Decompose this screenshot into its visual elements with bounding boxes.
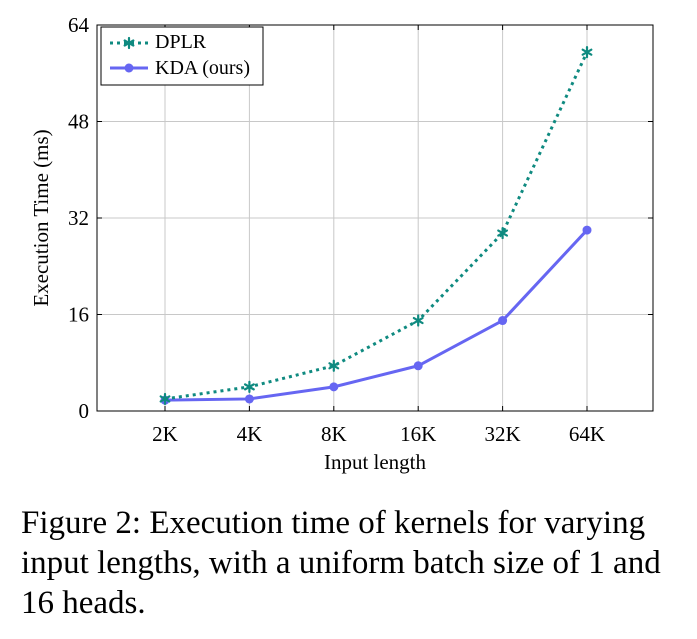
x-axis-ticks: 2K 4K 8K 16K 32K 64K	[152, 25, 605, 446]
legend-swatch-dplr	[110, 36, 148, 50]
data-point-dplr	[581, 46, 593, 59]
data-point-kda	[329, 382, 339, 392]
execution-time-chart: 0 16 32 48 64 2K 4K 8K 16K 32K 64K Input length E…	[29, 13, 654, 474]
data-point-dplr	[328, 359, 340, 372]
data-point-kda	[413, 361, 423, 371]
x-tick-label: 8K	[321, 422, 347, 446]
data-point-kda	[244, 394, 254, 404]
series-dplr	[159, 46, 593, 406]
y-tick-label: 64	[68, 13, 90, 37]
y-tick-label: 16	[68, 303, 89, 327]
x-axis-label: Input length	[324, 450, 427, 474]
x-tick-label: 4K	[237, 422, 263, 446]
series-group	[159, 46, 593, 406]
series-kda	[160, 225, 592, 405]
legend-marker-dplr	[123, 36, 135, 50]
legend-marker-kda	[124, 63, 134, 73]
figure-caption: Figure 2: Execution time of kernels for …	[21, 505, 661, 621]
y-axis-label: Execution Time (ms)	[29, 129, 53, 306]
legend-swatches	[110, 36, 148, 73]
y-tick-label: 32	[68, 206, 89, 230]
series-line-dplr	[164, 51, 589, 401]
data-point-kda	[498, 316, 508, 326]
legend-swatch-kda	[110, 63, 148, 73]
x-tick-label: 2K	[152, 422, 178, 446]
y-tick-label: 48	[68, 110, 89, 134]
data-point-dplr	[159, 392, 171, 406]
legend: DPLR KDA (ours)	[100, 26, 264, 86]
legend-label-dplr: DPLR	[155, 31, 207, 53]
y-tick-label: 0	[79, 399, 90, 423]
x-tick-label: 16K	[400, 422, 436, 446]
legend-label-kda: KDA (ours)	[155, 57, 250, 79]
series-line-kda	[164, 229, 589, 402]
legend-box	[100, 26, 264, 86]
y-axis-ticks: 0 16 32 48 64	[68, 13, 653, 423]
data-point-kda	[582, 225, 592, 235]
x-tick-label: 64K	[569, 422, 605, 446]
data-point-dplr	[243, 380, 255, 393]
data-point-dplr	[412, 314, 424, 327]
x-tick-label: 32K	[485, 422, 521, 446]
data-point-dplr	[497, 226, 509, 240]
